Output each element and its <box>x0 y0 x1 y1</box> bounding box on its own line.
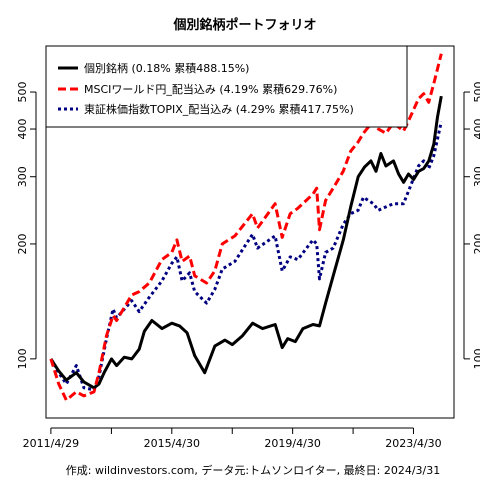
legend-entry-stock: 個別銘柄 (0.18% 累積488.15%) <box>58 61 249 75</box>
x-tick-label: 2015/4/30 <box>144 437 200 450</box>
y-axis-left: 100 200 300 400 500 <box>16 82 37 369</box>
legend-label-topix: 東証株価指数TOPIX_配当込み (4.29% 累積417.75%) <box>84 102 354 116</box>
y-tick-label-left: 300 <box>16 166 29 187</box>
legend: 個別銘柄 (0.18% 累積488.15%) MSCIワールド円_配当込み (4… <box>45 45 408 128</box>
x-tick-label: 2011/4/29 <box>23 437 79 450</box>
y-tick-label-left: 200 <box>16 233 29 254</box>
legend-entry-topix: 東証株価指数TOPIX_配当込み (4.29% 累積417.75%) <box>58 102 354 116</box>
series-topix <box>49 121 443 392</box>
series-layer <box>49 53 443 402</box>
y-tick-label-right: 200 <box>472 233 480 254</box>
series-line-stock <box>49 95 443 390</box>
legend-label-stock: 個別銘柄 (0.18% 累積488.15%) <box>84 61 249 75</box>
series-line-topix <box>49 121 443 392</box>
series-stock <box>49 95 443 390</box>
y-tick-label-left: 100 <box>16 348 29 369</box>
chart-caption: 作成: wildinvestors.com, データ元:トムソンロイター, 最終… <box>66 463 440 477</box>
y-tick-label-right: 100 <box>472 348 480 369</box>
y-tick-label-right: 300 <box>472 166 480 187</box>
legend-entry-msci: MSCIワールド円_配当込み (4.19% 累積629.76%) <box>58 82 337 96</box>
chart-title: 個別銘柄ポートフォリオ <box>172 17 316 33</box>
legend-box <box>45 45 408 128</box>
y-tick-label-left: 400 <box>16 119 29 140</box>
x-tick-label: 2019/4/30 <box>264 437 320 450</box>
y-tick-label-right: 400 <box>472 119 480 140</box>
x-tick-label: 2023/4/30 <box>385 437 441 450</box>
y-tick-label-right: 500 <box>472 82 480 103</box>
legend-label-msci: MSCIワールド円_配当込み (4.19% 累積629.76%) <box>84 82 337 96</box>
x-axis: 2011/4/29 2015/4/30 2019/4/30 2023/4/30 <box>23 427 442 450</box>
y-axis-right: 100 200 300 400 500 <box>463 82 480 369</box>
y-tick-label-left: 500 <box>16 82 29 103</box>
